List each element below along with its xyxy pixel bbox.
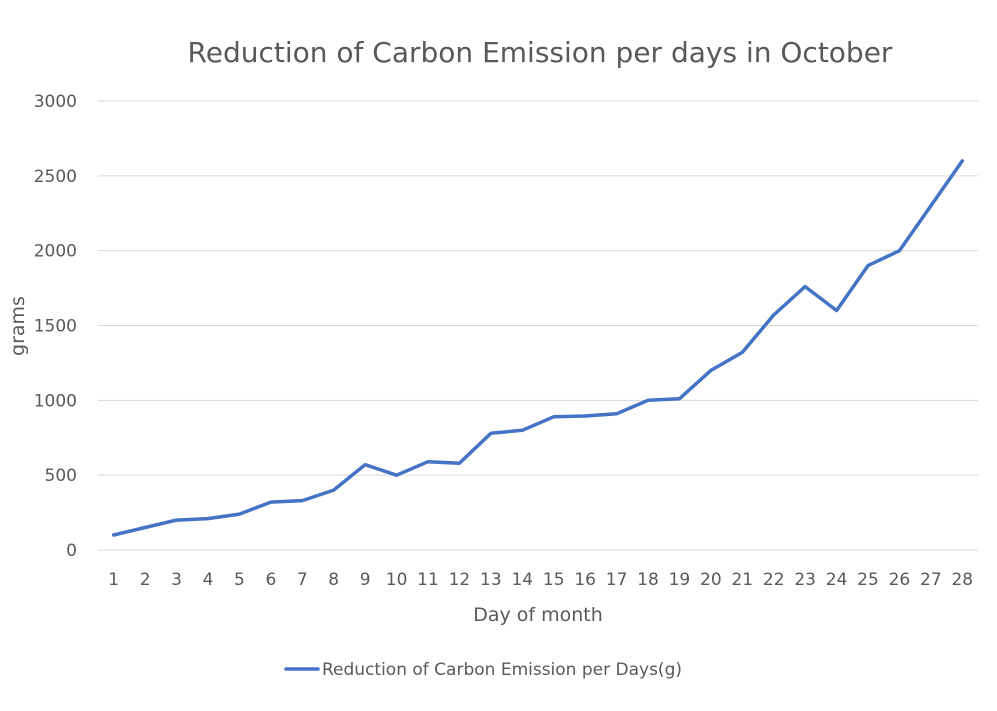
y-tick-label: 1000 (34, 391, 77, 411)
x-tick-label: 13 (480, 570, 502, 590)
x-tick-label: 23 (794, 570, 816, 590)
x-tick-label: 28 (951, 570, 973, 590)
x-tick-label: 25 (857, 570, 879, 590)
x-tick-label: 18 (637, 570, 659, 590)
x-tick-label: 3 (171, 570, 182, 590)
x-tick-label: 26 (889, 570, 911, 590)
x-tick-label: 20 (700, 570, 722, 590)
x-tick-label: 6 (265, 570, 276, 590)
y-tick-label: 500 (45, 466, 77, 486)
chart-title: Reduction of Carbon Emission per days in… (188, 36, 893, 69)
x-tick-label: 27 (920, 570, 942, 590)
x-tick-label: 12 (449, 570, 471, 590)
y-tick-label: 2500 (34, 167, 77, 187)
x-axis-label: Day of month (473, 604, 603, 626)
y-tick-label: 0 (66, 541, 77, 561)
x-tick-label: 19 (669, 570, 691, 590)
x-tick-label: 16 (574, 570, 596, 590)
legend-label: Reduction of Carbon Emission per Days(g) (322, 660, 682, 680)
x-tick-label: 4 (203, 570, 214, 590)
x-tick-label: 22 (763, 570, 785, 590)
x-tick-label: 15 (543, 570, 565, 590)
x-tick-label: 1 (108, 570, 119, 590)
series-line (111, 159, 965, 537)
y-axis-label: grams (7, 296, 29, 356)
x-axis-ticks: 1 2 3 4 5 6 7 8 9 10 11 12 13 14 15 16 17 18 19 20 21 22 23 24 2… (108, 570, 973, 590)
x-tick-label: 11 (417, 570, 439, 590)
x-tick-label: 5 (234, 570, 245, 590)
y-tick-label: 2000 (34, 242, 77, 262)
gridlines (98, 100, 978, 551)
y-axis-ticks: 0 500 1000 1500 2000 2500 3000 (34, 92, 77, 561)
x-tick-label: 10 (386, 570, 408, 590)
y-tick-label: 3000 (34, 92, 77, 112)
y-tick-label: 1500 (34, 317, 77, 337)
x-tick-label: 2 (140, 570, 151, 590)
legend: Reduction of Carbon Emission per Days(g) (284, 660, 682, 680)
x-tick-label: 9 (360, 570, 371, 590)
x-tick-label: 7 (297, 570, 308, 590)
x-tick-label: 8 (328, 570, 339, 590)
x-tick-label: 14 (511, 570, 533, 590)
x-tick-label: 24 (826, 570, 848, 590)
x-tick-label: 21 (731, 570, 753, 590)
series-lines (111, 159, 965, 537)
x-tick-label: 17 (606, 570, 628, 590)
